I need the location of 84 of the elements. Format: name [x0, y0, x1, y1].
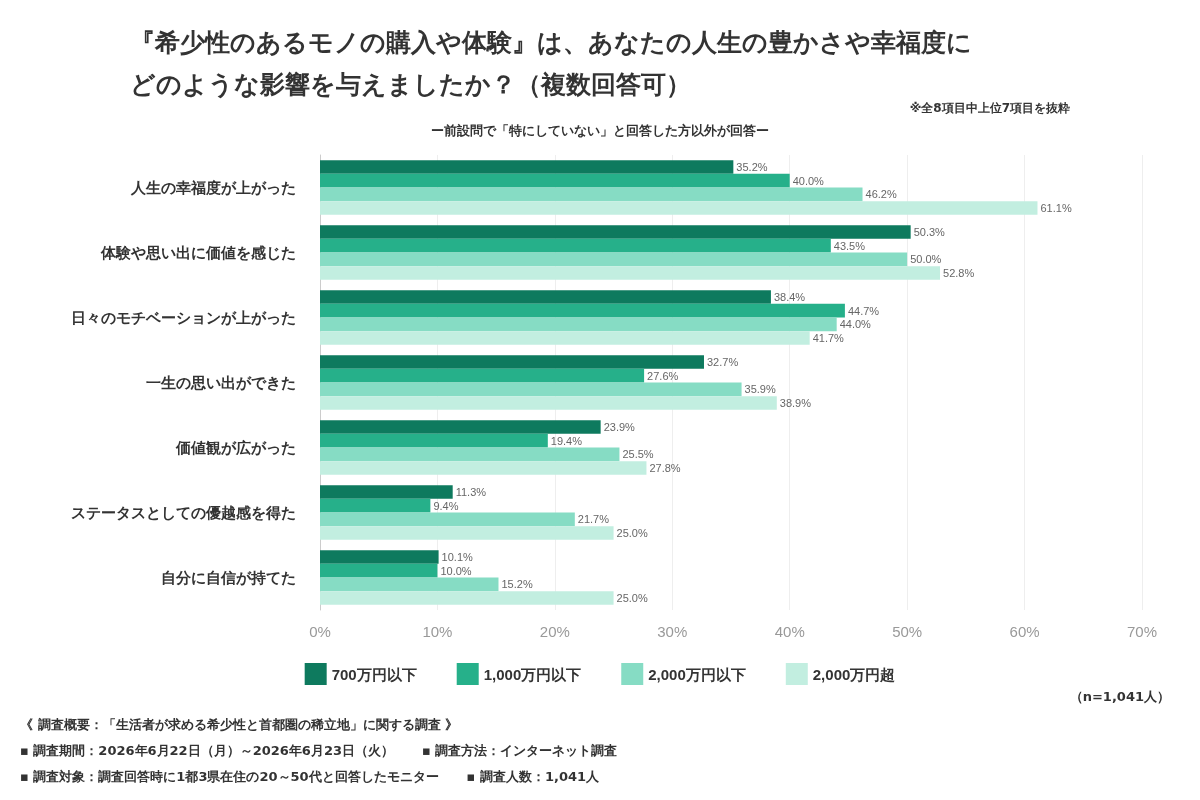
data-label: 27.8% [649, 461, 681, 474]
legend-label: 2,000万円以下 [648, 665, 746, 683]
bar [320, 512, 575, 527]
legend-label: 700万円以下 [331, 665, 417, 683]
legend-label: 2,000万円超 [812, 665, 896, 683]
data-label: 25.5% [622, 448, 654, 461]
x-tick-label: 20% [539, 623, 570, 640]
x-tick-label: 0% [309, 623, 331, 640]
data-label: 35.2% [736, 161, 768, 174]
data-label: 46.2% [865, 188, 897, 201]
x-tick-label: 70% [1126, 623, 1158, 640]
data-label: 27.6% [647, 369, 679, 382]
x-tick-label: 30% [657, 623, 688, 640]
data-label: 21.7% [577, 513, 610, 526]
bar [320, 591, 614, 605]
y-tick-label: 一生の思い出ができた [146, 374, 296, 391]
bar [320, 201, 1038, 215]
data-label: 41.7% [812, 331, 845, 344]
data-label: 35.9% [744, 383, 776, 396]
data-label: 10.1% [441, 551, 474, 564]
x-tick-label: 40% [774, 623, 805, 640]
x-tick-label: 10% [422, 623, 453, 640]
bar [320, 577, 499, 592]
bar [320, 238, 831, 253]
text: ▪ 調査人数：1,041人 [466, 768, 600, 786]
bar [320, 420, 601, 434]
bar [320, 550, 439, 564]
bar [320, 382, 742, 397]
data-label: 11.3% [455, 486, 487, 499]
legend-label: 1,000万円以下 [483, 665, 582, 683]
text: ※全8項目中上位7項目を抜粋 [909, 100, 1070, 117]
bar [320, 485, 453, 499]
text: ▪ 調査方法：インターネット調査 [421, 742, 618, 760]
bar [320, 498, 431, 513]
data-label: 38.9% [779, 396, 812, 409]
bar [320, 526, 614, 540]
bar [320, 331, 810, 345]
bar [320, 355, 704, 369]
bar [320, 303, 845, 318]
data-label: 19.4% [550, 434, 583, 447]
data-label: 32.7% [706, 356, 739, 369]
x-tick-label: 60% [1009, 623, 1040, 640]
data-label: 40.0% [792, 174, 825, 187]
y-tick-label: 人生の幸福度が上がった [130, 179, 296, 196]
chart-subtitle: ー前設問で「特にしていない」と回答した方以外が回答ー [430, 122, 770, 140]
y-tick-label: 日々のモチベーションが上がった [71, 309, 296, 326]
bar [320, 252, 908, 267]
text: ▪ 調査対象：調査回答時に1都3県在住の20～50代と回答したモニター [20, 768, 439, 786]
x-tick-label: 50% [892, 623, 923, 640]
y-tick-label: 体験や思い出に価値を感じた [100, 244, 296, 261]
bar [320, 368, 645, 383]
data-label: 15.2% [501, 578, 533, 591]
data-label: 44.0% [839, 318, 872, 331]
data-label: 9.4% [433, 499, 459, 512]
bar [320, 461, 647, 475]
data-label: 52.8% [943, 266, 975, 279]
data-label: 44.7% [847, 304, 880, 317]
data-label: 61.1% [1040, 201, 1072, 214]
bar [320, 563, 438, 578]
y-tick-label: 価値観が広がった [175, 439, 296, 456]
bar [320, 290, 771, 304]
data-label: 38.4% [773, 291, 806, 304]
bar [320, 160, 734, 174]
text: （n=1,041人） [1069, 688, 1170, 706]
bar [320, 187, 863, 202]
bar [320, 447, 620, 462]
bar [320, 317, 837, 332]
text: 《 調査概要：「生活者が求める希少性と首都圏の稀立地」に関する調査 》 [20, 716, 459, 734]
data-label: 23.9% [603, 421, 636, 434]
bar [320, 225, 911, 239]
text: ▪ 調査期間：2026年6月22日（月）～2026年6月23日（火） [20, 742, 394, 760]
data-label: 25.0% [616, 526, 648, 539]
bar [320, 266, 941, 280]
chart-title: 『希少性のあるモノの購入や体験』は、あなたの人生の豊かさや幸福度にどのような影響を与えましたか？（複数回答可） [130, 28, 972, 99]
data-label: 50.0% [910, 253, 942, 266]
data-label: 43.5% [833, 239, 866, 252]
y-tick-label: 自分に自信が持てた [161, 569, 296, 586]
bar [320, 173, 790, 188]
bar [320, 396, 777, 410]
bar [320, 433, 548, 448]
data-label: 50.3% [913, 226, 946, 239]
y-tick-label: ステータスとしての優越感を得た [71, 504, 296, 521]
data-label: 25.0% [616, 591, 648, 604]
data-label: 10.0% [440, 564, 472, 577]
